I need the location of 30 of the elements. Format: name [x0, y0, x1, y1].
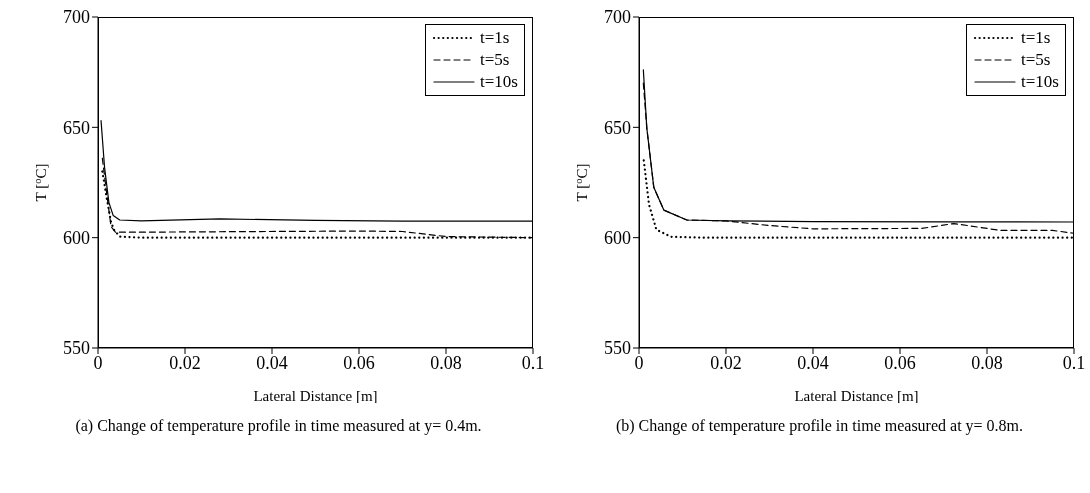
y-tick-label: 550 [604, 338, 631, 359]
text: (b) Change of temperature profile in time measured at y= 0.8m. [614, 417, 1025, 435]
legend-label: t=5s [480, 49, 510, 71]
y-tick-label: 600 [63, 228, 90, 249]
y-tick-label: 600 [604, 228, 631, 249]
legend-label: t=5s [1021, 49, 1051, 71]
y-tick-label: 650 [63, 117, 90, 138]
x-tick-label: 0.08 [971, 352, 1003, 373]
x-axis-title: Lateral Distance [m] [794, 388, 919, 404]
x-axis-title: Lateral Distance [m] [253, 388, 378, 404]
y-tick-label: 550 [63, 338, 90, 359]
x-tick-label: 0.02 [169, 352, 201, 373]
legend-label: t=10s [1021, 71, 1059, 93]
x-tick-label: 0.04 [256, 352, 288, 373]
y-tick-label: 700 [63, 7, 90, 28]
x-tick-label: 0.06 [884, 352, 916, 373]
legend-label: t=10s [480, 71, 518, 93]
legend-label: t=1s [480, 27, 510, 49]
y-tick-label: 650 [604, 117, 631, 138]
x-tick-label: 0.08 [430, 352, 462, 373]
text: (a) Change of temperature profile in time measured at y= 0.4m. [74, 417, 483, 435]
x-tick-label: 0 [93, 352, 103, 373]
x-tick-label: 0.1 [521, 352, 545, 373]
x-tick-label: 0 [634, 352, 644, 373]
x-tick-label: 0.02 [710, 352, 742, 373]
legend-label: t=1s [1021, 27, 1051, 49]
x-tick-label: 0.04 [797, 352, 829, 373]
x-tick-label: 0.1 [1062, 352, 1086, 373]
y-tick-label: 700 [604, 7, 631, 28]
x-tick-label: 0.06 [343, 352, 375, 373]
